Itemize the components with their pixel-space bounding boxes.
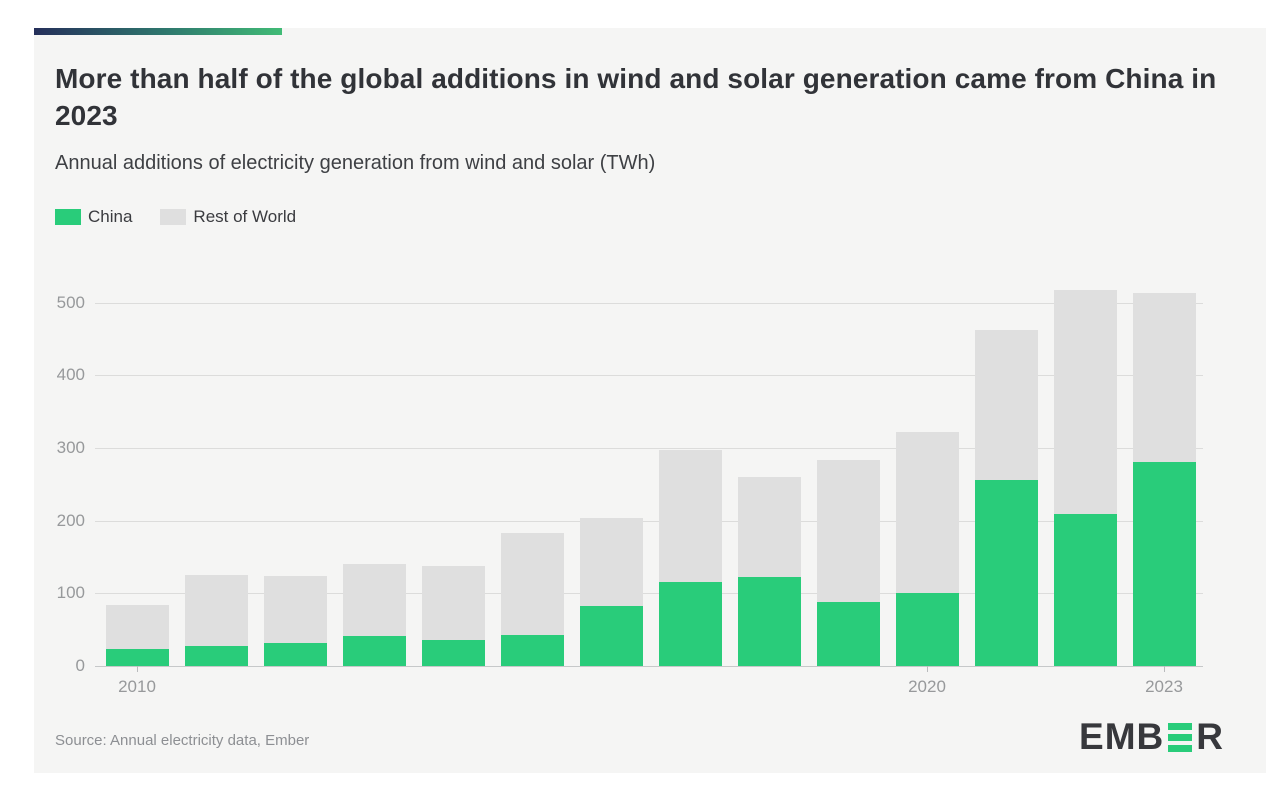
bar-2023-rest-of-world bbox=[1132, 293, 1196, 462]
bar-2023 bbox=[1132, 293, 1196, 666]
chart-subtitle: Annual additions of electricity generati… bbox=[55, 152, 656, 174]
bar-2021-china bbox=[974, 480, 1038, 666]
bar-2022-rest-of-world bbox=[1053, 290, 1117, 514]
bar-2011-rest-of-world bbox=[184, 575, 248, 646]
y-axis-tick-label: 400 bbox=[56, 365, 85, 385]
bar-2015-rest-of-world bbox=[500, 533, 564, 635]
x-axis-tick bbox=[137, 666, 138, 672]
bar-2016-china bbox=[579, 606, 643, 666]
ember-logo: EMB R bbox=[1079, 716, 1224, 758]
legend: China Rest of World bbox=[55, 207, 296, 227]
legend-item-rest-of-world: Rest of World bbox=[160, 207, 296, 227]
x-axis-tick-label: 2020 bbox=[908, 677, 946, 696]
ember-logo-text-right: R bbox=[1196, 716, 1224, 757]
y-axis-tick-label: 200 bbox=[56, 510, 85, 530]
bar-2020 bbox=[895, 432, 959, 666]
ember-logo-e-bars-icon bbox=[1168, 722, 1193, 752]
source-attribution: Source: Annual electricity data, Ember bbox=[55, 732, 310, 749]
bar-2022 bbox=[1053, 290, 1117, 666]
x-axis-tick-label: 2023 bbox=[1145, 677, 1183, 696]
bar-2011-china bbox=[184, 646, 248, 666]
bar-2015-china bbox=[500, 635, 564, 666]
gridline bbox=[95, 447, 1203, 449]
bar-2011 bbox=[184, 575, 248, 666]
bar-2020-china bbox=[895, 593, 959, 666]
ember-logo-text-left: EMB bbox=[1079, 716, 1165, 757]
gridline bbox=[95, 520, 1203, 522]
bar-2014-rest-of-world bbox=[421, 566, 485, 640]
bar-2012-china bbox=[263, 643, 327, 666]
legend-item-china: China bbox=[55, 207, 132, 227]
bar-2022-china bbox=[1053, 514, 1117, 666]
x-axis-tick bbox=[927, 666, 928, 672]
bar-2014-china bbox=[421, 640, 485, 666]
bar-2019 bbox=[816, 460, 880, 666]
bar-2019-china bbox=[816, 602, 880, 666]
bar-2013-china bbox=[342, 636, 406, 666]
y-axis-tick-label: 500 bbox=[56, 292, 85, 312]
bar-2018-rest-of-world bbox=[737, 477, 801, 577]
chart-card: More than half of the global additions i… bbox=[34, 28, 1266, 773]
chart-title: More than half of the global additions i… bbox=[55, 63, 1217, 132]
bar-2010-china bbox=[105, 649, 169, 666]
bar-2017-china bbox=[658, 582, 722, 666]
bar-2016 bbox=[579, 518, 643, 666]
x-axis-line bbox=[95, 666, 1203, 667]
china-swatch-icon bbox=[55, 209, 81, 225]
bar-chart: 0 100 200 300 400 500 2010 2020 2023 bbox=[34, 28, 1266, 773]
gridline bbox=[95, 375, 1203, 377]
bar-2016-rest-of-world bbox=[579, 518, 643, 606]
bar-2017 bbox=[658, 450, 722, 666]
legend-label-china: China bbox=[88, 207, 133, 226]
bar-2013 bbox=[342, 564, 406, 666]
gridline bbox=[95, 302, 1203, 304]
bar-2018 bbox=[737, 477, 801, 666]
bar-2012 bbox=[263, 576, 327, 666]
x-axis-tick bbox=[1164, 666, 1165, 672]
y-axis-tick-label: 0 bbox=[75, 656, 85, 675]
bar-2018-china bbox=[737, 577, 801, 666]
bar-2023-china bbox=[1132, 462, 1196, 666]
brand-gradient-bar bbox=[34, 28, 282, 35]
bar-2019-rest-of-world bbox=[816, 460, 880, 602]
y-axis-tick-label: 100 bbox=[56, 583, 85, 603]
gridline bbox=[95, 593, 1203, 595]
y-axis-tick-label: 300 bbox=[56, 437, 85, 457]
bar-2010-rest-of-world bbox=[105, 605, 169, 649]
bar-2021-rest-of-world bbox=[974, 330, 1038, 480]
x-axis-tick-label: 2010 bbox=[118, 677, 156, 696]
bar-2017-rest-of-world bbox=[658, 450, 722, 582]
bar-2021 bbox=[974, 330, 1038, 666]
bar-2010 bbox=[105, 605, 169, 666]
bar-2012-rest-of-world bbox=[263, 576, 327, 643]
rest-of-world-swatch-icon bbox=[160, 209, 187, 225]
bar-2015 bbox=[500, 533, 564, 666]
bar-2013-rest-of-world bbox=[342, 564, 406, 636]
legend-label-rest-of-world: Rest of World bbox=[193, 207, 297, 226]
bar-2014 bbox=[421, 566, 485, 666]
bar-2020-rest-of-world bbox=[895, 432, 959, 593]
